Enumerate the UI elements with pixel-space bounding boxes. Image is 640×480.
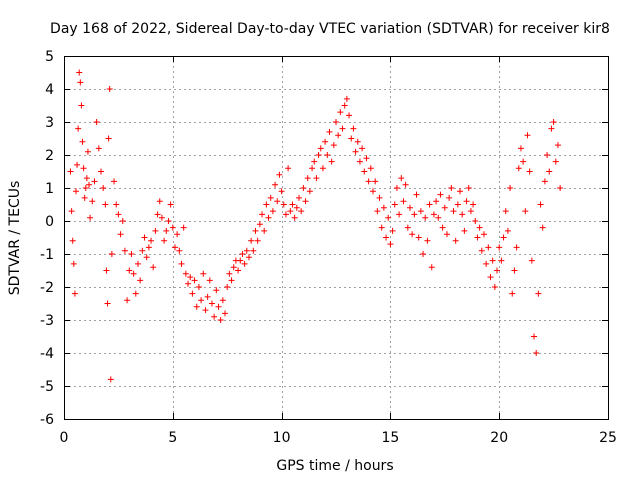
y-axis-label: SDTVAR / TECUs	[7, 181, 23, 296]
x-tick-label-5: 25	[599, 430, 617, 446]
x-axis-label: GPS time / hours	[276, 458, 393, 474]
y-tick-label-6: 0	[45, 214, 54, 230]
y-tick-label-7: 1	[45, 181, 54, 197]
x-tick-label-0: 0	[60, 430, 69, 446]
x-tick-label-4: 20	[490, 430, 508, 446]
y-tick-label-5: -1	[40, 247, 54, 263]
y-tick-label-4: -2	[40, 280, 54, 296]
y-tick-label-8: 2	[45, 148, 54, 164]
y-tick-label-0: -6	[40, 412, 54, 428]
chart-background	[0, 0, 640, 480]
x-tick-label-1: 5	[168, 430, 177, 446]
y-tick-label-1: -5	[40, 379, 54, 395]
chart: 0 5 10 15 20 25 -6 -5 -4 -3 -2 -1 0 1 2 3 4 5 Day 168 of …	[0, 0, 640, 480]
y-tick-label-3: -3	[40, 313, 54, 329]
y-tick-label-9: 3	[45, 115, 54, 131]
y-tick-label-10: 4	[45, 82, 54, 98]
x-tick-label-3: 15	[381, 430, 399, 446]
chart-title: Day 168 of 2022, Sidereal Day-to-day VTE…	[50, 21, 610, 37]
y-tick-label-11: 5	[45, 49, 54, 65]
x-tick-label-2: 10	[273, 430, 291, 446]
y-tick-label-2: -4	[40, 346, 54, 362]
